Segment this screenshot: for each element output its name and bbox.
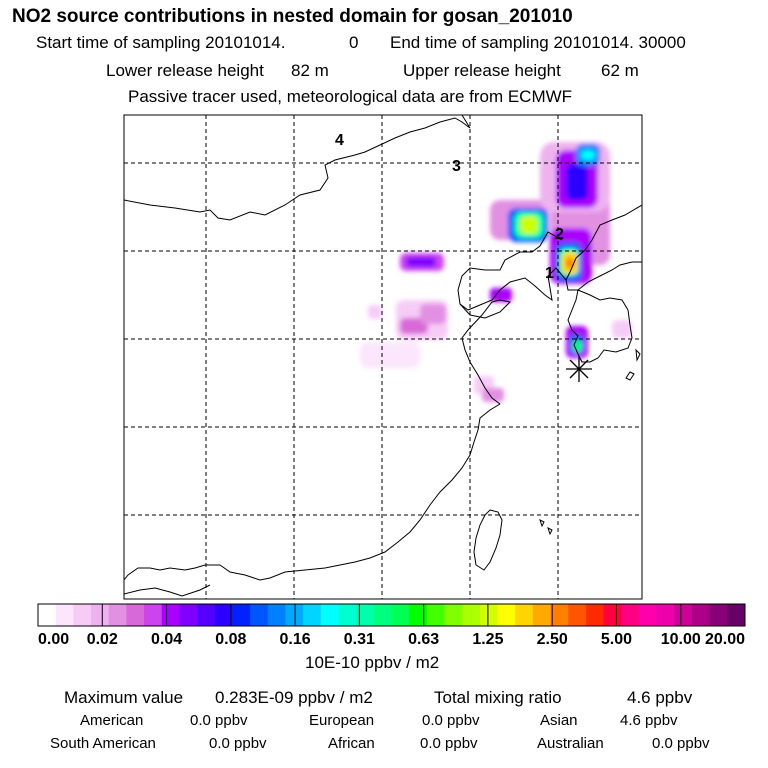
colorbar-segment xyxy=(409,604,428,626)
colorbar-segment xyxy=(426,604,446,626)
colorbar-segment xyxy=(73,604,92,626)
coastline-bohai xyxy=(457,231,567,311)
coastline-korea xyxy=(567,289,633,363)
colorbar-segment xyxy=(621,604,640,626)
region-value-european: 0.0 ppbv xyxy=(422,712,480,729)
colorbar-segment xyxy=(727,604,746,626)
region-name-australian: Australian xyxy=(537,735,604,752)
chart-title: NO2 source contributions in nested domai… xyxy=(12,6,573,27)
region-label-1: 1 xyxy=(545,265,554,282)
colorbar-tick-label: 0.08 xyxy=(215,631,246,648)
lat-lon-grid xyxy=(124,115,642,599)
colorbar-segment xyxy=(179,604,198,626)
coastline-taiwan xyxy=(473,509,503,571)
colorbar-segment xyxy=(373,604,392,626)
receptor-asterisk xyxy=(566,356,592,382)
region-value-american: 0.0 ppbv xyxy=(190,712,248,729)
region-value-australian: 0.0 ppbv xyxy=(652,735,710,752)
colorbar-tick-label: 0.02 xyxy=(87,631,118,648)
colorbar-segment xyxy=(568,604,587,626)
colorbar-segment xyxy=(356,604,375,626)
coastline-north-boundary xyxy=(124,115,471,221)
colorbar-segment xyxy=(515,604,534,626)
colorbar-segment xyxy=(462,604,481,626)
max-value-label: Maximum value xyxy=(64,688,184,707)
colorbar-segment xyxy=(144,604,163,626)
upper-height-value: 62 m xyxy=(601,61,639,80)
coastline-china-east xyxy=(124,403,501,581)
coastline-japan-islands xyxy=(539,348,641,536)
region-name-south-american: South American xyxy=(50,735,156,752)
lower-height-label: Lower release height xyxy=(106,61,264,80)
max-value: 0.283E-09 ppbv / m2 xyxy=(215,688,373,707)
colorbar-segment xyxy=(267,604,286,626)
colorbar-tick-label: 20.00 xyxy=(705,631,745,648)
region-value-asian: 4.6 ppbv xyxy=(620,712,678,729)
colorbar-tick-label: 0.63 xyxy=(408,631,439,648)
colorbar-segment xyxy=(126,604,145,626)
colorbar-tick-label: 1.25 xyxy=(472,631,503,648)
colorbar-segment xyxy=(709,604,728,626)
region-label-4: 4 xyxy=(335,132,344,149)
region-name-african: African xyxy=(328,735,375,752)
colorbar-segment xyxy=(479,604,499,626)
region-name-american: American xyxy=(80,712,144,729)
colorbar-segment xyxy=(320,604,339,626)
colorbar-segment xyxy=(585,604,605,626)
colorbar-ticks: 0.00 0.02 0.04 0.08 0.16 0.31 0.63 1.25 2.50 5.00… xyxy=(37,604,746,648)
colorbar-segment xyxy=(674,604,693,626)
colorbar-segment xyxy=(656,604,675,626)
colorbar-tick-label: 0.31 xyxy=(344,631,375,648)
colorbar-segment xyxy=(55,604,74,626)
coastlines xyxy=(124,115,642,597)
colorbar-segment xyxy=(197,604,216,626)
colorbar-segment xyxy=(497,604,516,626)
colorbar-tick-label: 0.04 xyxy=(151,631,182,648)
colorbar-segment xyxy=(444,604,463,626)
upper-height-label: Upper release height xyxy=(403,61,561,80)
tracer-note: Passive tracer used, meteorological data… xyxy=(128,87,573,106)
colorbar-segment xyxy=(214,604,233,626)
coastline-shandong xyxy=(459,299,512,405)
colorbar-tick-label: 0.00 xyxy=(38,631,69,648)
colorbar-tick-label: 2.50 xyxy=(537,631,568,648)
colorbar-segment xyxy=(691,604,711,626)
plume-west xyxy=(360,253,512,402)
colorbar-segment xyxy=(532,604,552,626)
colorbar-segment xyxy=(638,604,658,626)
colorbar-segment xyxy=(108,604,127,626)
region-label-2: 2 xyxy=(555,226,564,243)
region-value-south-american: 0.0 ppbv xyxy=(209,735,267,752)
start-time-label: Start time of sampling 20101014. xyxy=(36,33,286,52)
colorbar-tick-label: 5.00 xyxy=(601,631,632,648)
colorbar-segment xyxy=(303,604,322,626)
colorbar xyxy=(37,603,746,627)
colorbar-segment xyxy=(232,604,251,626)
colorbar-segment xyxy=(161,604,180,626)
colorbar-segment xyxy=(338,604,357,626)
end-time-label: End time of sampling 20101014. 30000 xyxy=(390,33,686,52)
total-mixing-label: Total mixing ratio xyxy=(434,688,562,707)
colorbar-tick-label: 10.00 xyxy=(661,631,701,648)
colorbar-segment xyxy=(391,604,410,626)
colorbar-segment xyxy=(91,604,110,626)
colorbar-segment xyxy=(250,604,269,626)
colorbar-tick-label: 0.16 xyxy=(280,631,311,648)
start-time-value: 0 xyxy=(349,33,359,52)
total-mixing-value: 4.6 ppbv xyxy=(627,688,693,707)
region-name-european: European xyxy=(309,712,375,729)
region-name-asian: Asian xyxy=(540,712,578,729)
colorbar-unit: 10E-10 ppbv / m2 xyxy=(305,653,440,672)
region-label-3: 3 xyxy=(452,158,461,175)
region-value-african: 0.0 ppbv xyxy=(420,735,478,752)
lower-height-value: 82 m xyxy=(291,61,329,80)
colorbar-segment xyxy=(603,604,622,626)
colorbar-segment xyxy=(38,604,57,626)
coastline-hainan-south xyxy=(124,584,211,597)
colorbar-segment xyxy=(285,604,304,626)
colorbar-segment xyxy=(550,604,569,626)
